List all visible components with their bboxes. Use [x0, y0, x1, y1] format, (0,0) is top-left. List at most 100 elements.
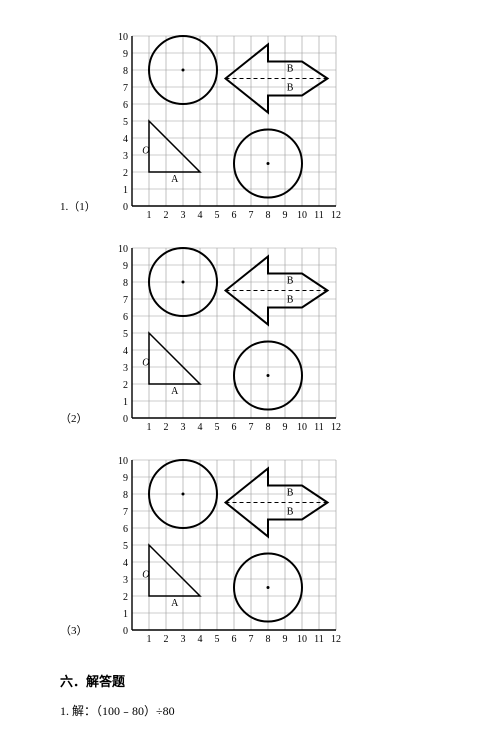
- figure-label-2: （2）: [60, 410, 110, 434]
- answer-expr: （100﹣80）÷80: [96, 704, 175, 718]
- x-tick-label: 11: [314, 422, 324, 433]
- x-tick-label: 12: [331, 634, 341, 645]
- label-B-top: B: [287, 488, 294, 499]
- x-tick-label: 6: [232, 634, 237, 645]
- x-tick-label: 2: [164, 634, 169, 645]
- label-A: A: [171, 386, 179, 397]
- grid-chart: 012345678910123456789101112OABB: [110, 454, 342, 646]
- figure-svg-holder-2: 012345678910123456789101112OABB: [110, 242, 342, 434]
- y-tick-label: 5: [123, 329, 128, 340]
- circle-top-center: [182, 493, 185, 496]
- x-tick-label: 4: [198, 422, 203, 433]
- y-tick-label: 1: [123, 185, 128, 196]
- y-tick-label: 10: [118, 244, 128, 255]
- y-tick-label: 7: [123, 507, 128, 518]
- x-tick-label: 9: [283, 210, 288, 221]
- y-tick-label: 3: [123, 151, 128, 162]
- y-tick-label: 3: [123, 575, 128, 586]
- x-tick-label: 1: [147, 634, 152, 645]
- x-tick-label: 1: [147, 422, 152, 433]
- y-tick-label: 2: [123, 380, 128, 391]
- x-tick-label: 7: [249, 422, 254, 433]
- y-tick-label: 9: [123, 49, 128, 60]
- y-tick-label: 0: [123, 414, 128, 425]
- figure-label-3: （3）: [60, 622, 110, 646]
- x-tick-label: 5: [215, 634, 220, 645]
- grid-chart: 012345678910123456789101112OABB: [110, 30, 342, 222]
- label-B-top: B: [287, 64, 294, 75]
- y-tick-label: 7: [123, 295, 128, 306]
- x-tick-label: 10: [297, 210, 307, 221]
- x-tick-label: 3: [181, 634, 186, 645]
- x-tick-label: 3: [181, 210, 186, 221]
- figure-svg-holder-1: 012345678910123456789101112OABB: [110, 30, 342, 222]
- y-tick-label: 2: [123, 592, 128, 603]
- x-tick-label: 3: [181, 422, 186, 433]
- grid-chart: 012345678910123456789101112OABB: [110, 242, 342, 434]
- y-tick-label: 3: [123, 363, 128, 374]
- y-tick-label: 4: [123, 558, 128, 569]
- x-tick-label: 11: [314, 634, 324, 645]
- label-O: O: [142, 145, 149, 156]
- y-tick-label: 2: [123, 168, 128, 179]
- answer-line-1: 1. 解：（100﹣80）÷80: [60, 702, 440, 719]
- x-tick-label: 10: [297, 422, 307, 433]
- label-B-top: B: [287, 276, 294, 287]
- y-tick-label: 10: [118, 32, 128, 43]
- y-tick-label: 1: [123, 397, 128, 408]
- y-tick-label: 5: [123, 117, 128, 128]
- circle-top-center: [182, 281, 185, 284]
- y-tick-label: 5: [123, 541, 128, 552]
- answer-prefix: 1. 解：: [60, 704, 96, 718]
- x-tick-label: 12: [331, 422, 341, 433]
- figure-svg-holder-3: 012345678910123456789101112OABB: [110, 454, 342, 646]
- label-B-bottom: B: [287, 506, 294, 517]
- figure-row-3: （3）012345678910123456789101112OABB: [60, 454, 440, 646]
- y-tick-label: 9: [123, 261, 128, 272]
- y-tick-label: 7: [123, 83, 128, 94]
- label-B-bottom: B: [287, 294, 294, 305]
- x-tick-label: 4: [198, 210, 203, 221]
- y-tick-label: 6: [123, 312, 128, 323]
- y-tick-label: 9: [123, 473, 128, 484]
- y-tick-label: 8: [123, 278, 128, 289]
- x-tick-label: 10: [297, 634, 307, 645]
- y-tick-label: 6: [123, 100, 128, 111]
- circle-bottom-center: [267, 586, 270, 589]
- y-tick-label: 8: [123, 66, 128, 77]
- x-tick-label: 9: [283, 634, 288, 645]
- x-tick-label: 9: [283, 422, 288, 433]
- y-tick-label: 0: [123, 626, 128, 637]
- x-tick-label: 11: [314, 210, 324, 221]
- label-O: O: [142, 569, 149, 580]
- y-tick-label: 8: [123, 490, 128, 501]
- section-heading: 六．解答题: [60, 671, 440, 690]
- y-tick-label: 4: [123, 134, 128, 145]
- y-tick-label: 1: [123, 609, 128, 620]
- x-tick-label: 2: [164, 422, 169, 433]
- y-tick-label: 6: [123, 524, 128, 535]
- x-tick-label: 12: [331, 210, 341, 221]
- label-O: O: [142, 357, 149, 368]
- x-tick-label: 8: [266, 422, 271, 433]
- y-tick-label: 4: [123, 346, 128, 357]
- figure-label-1: 1.（1）: [60, 198, 110, 222]
- x-tick-label: 8: [266, 210, 271, 221]
- x-tick-label: 6: [232, 422, 237, 433]
- x-tick-label: 5: [215, 210, 220, 221]
- x-tick-label: 7: [249, 210, 254, 221]
- circle-top-center: [182, 69, 185, 72]
- label-A: A: [171, 174, 179, 185]
- label-B-bottom: B: [287, 82, 294, 93]
- y-tick-label: 10: [118, 456, 128, 467]
- circle-bottom-center: [267, 374, 270, 377]
- circle-bottom-center: [267, 162, 270, 165]
- x-tick-label: 5: [215, 422, 220, 433]
- y-tick-label: 0: [123, 202, 128, 213]
- figure-row-1: 1.（1）012345678910123456789101112OABB: [60, 30, 440, 222]
- x-tick-label: 2: [164, 210, 169, 221]
- figure-row-2: （2）012345678910123456789101112OABB: [60, 242, 440, 434]
- x-tick-label: 1: [147, 210, 152, 221]
- x-tick-label: 7: [249, 634, 254, 645]
- label-A: A: [171, 598, 179, 609]
